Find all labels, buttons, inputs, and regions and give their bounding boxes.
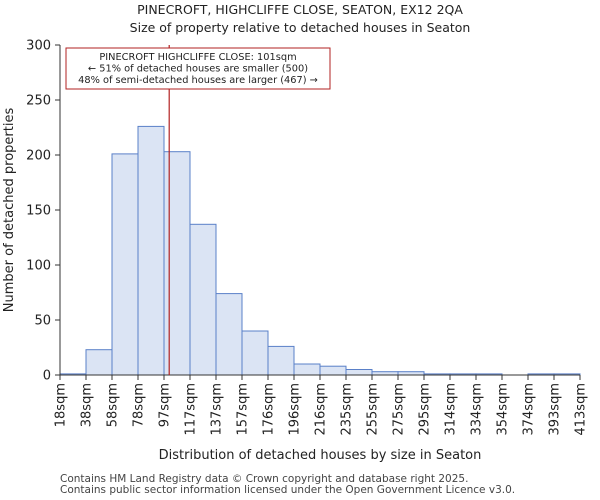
x-tick-label: 137sqm xyxy=(210,383,225,436)
y-tick-label: 0 xyxy=(43,369,51,384)
y-tick-label: 50 xyxy=(34,314,51,329)
histogram-bar xyxy=(319,365,347,376)
x-tick-label: 255sqm xyxy=(366,383,381,436)
y-tick-label: 250 xyxy=(26,94,51,109)
x-tick-label: 196sqm xyxy=(288,383,303,436)
histogram-bar xyxy=(215,293,243,376)
x-tick-label: 78sqm xyxy=(132,383,147,427)
histogram-bar xyxy=(111,153,139,376)
annotation-smaller-text: ← 51% of detached houses are smaller (50… xyxy=(88,64,308,75)
attribution-line2: Contains public sector information licen… xyxy=(60,484,516,496)
y-tick-label: 150 xyxy=(26,204,51,219)
annotation-larger-text: 48% of semi-detached houses are larger (… xyxy=(78,75,318,86)
x-tick-label: 235sqm xyxy=(340,383,355,436)
x-tick-label: 393sqm xyxy=(548,383,563,436)
x-tick-label: 295sqm xyxy=(418,383,433,436)
x-tick-label: 176sqm xyxy=(262,383,277,436)
attribution-line1: Contains HM Land Registry data © Crown c… xyxy=(60,473,469,485)
y-tick-label: 100 xyxy=(26,259,51,274)
histogram-bar xyxy=(267,345,295,376)
x-tick-label: 38sqm xyxy=(80,383,95,427)
x-tick-label: 334sqm xyxy=(470,383,485,436)
x-tick-label: 216sqm xyxy=(314,383,329,436)
x-tick-label: 413sqm xyxy=(574,383,589,436)
chart-title-line2: Size of property relative to detached ho… xyxy=(129,20,471,35)
x-tick-label: 18sqm xyxy=(54,383,69,427)
x-tick-label: 275sqm xyxy=(392,383,407,436)
x-tick-label: 157sqm xyxy=(236,383,251,436)
histogram-bar xyxy=(189,223,217,376)
y-tick-label: 200 xyxy=(26,149,51,164)
x-tick-label: 374sqm xyxy=(522,383,537,436)
x-tick-label: 117sqm xyxy=(184,383,199,436)
chart-title-line1: PINECROFT, HIGHCLIFFE CLOSE, SEATON, EX1… xyxy=(137,2,463,17)
histogram-bar xyxy=(345,369,373,376)
x-tick-label: 354sqm xyxy=(496,383,511,436)
histogram-bar xyxy=(85,349,113,376)
histogram-bar xyxy=(241,330,269,376)
x-tick-label: 58sqm xyxy=(106,383,121,427)
x-tick-label: 97sqm xyxy=(158,383,173,427)
x-axis-label: Distribution of detached houses by size … xyxy=(159,448,482,463)
x-tick-label: 314sqm xyxy=(444,383,459,436)
annotation-title: PINECROFT HIGHCLIFFE CLOSE: 101sqm xyxy=(99,52,296,63)
histogram-bar xyxy=(137,125,165,376)
y-tick-label: 300 xyxy=(26,39,51,54)
histogram-bar xyxy=(293,363,321,376)
histogram-bar xyxy=(163,151,191,376)
annotation-box xyxy=(65,47,331,90)
y-axis-label: Number of detached properties xyxy=(2,108,17,313)
